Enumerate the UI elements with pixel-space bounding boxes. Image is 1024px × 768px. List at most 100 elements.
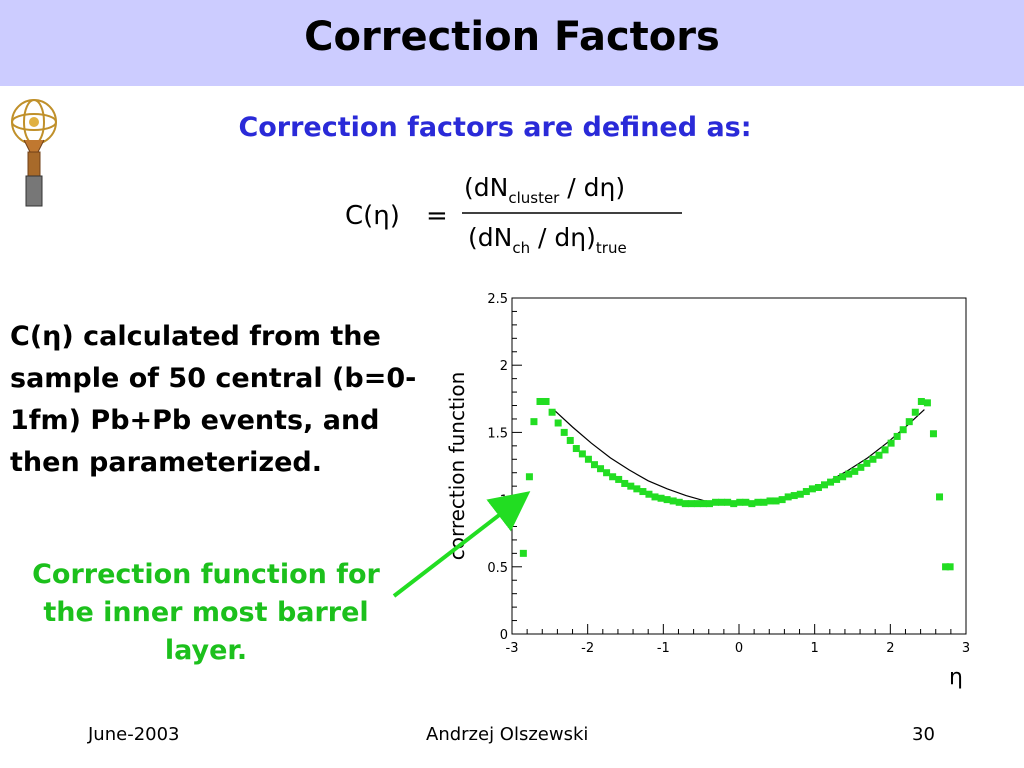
data-point <box>796 490 804 498</box>
data-point <box>929 430 937 438</box>
data-point <box>639 488 647 496</box>
data-point <box>705 500 713 508</box>
data-point <box>742 498 750 506</box>
data-point <box>923 399 931 407</box>
data-point <box>687 500 695 508</box>
data-point <box>699 500 707 508</box>
caption-text: Correction function for the inner most b… <box>32 559 380 666</box>
data-point <box>863 459 871 467</box>
data-point <box>730 500 738 508</box>
title-bar <box>0 0 1024 86</box>
plot-frame <box>511 297 967 635</box>
data-point <box>875 451 883 459</box>
data-point <box>833 475 841 483</box>
footer-page-number: 30 <box>912 724 935 745</box>
y-axis-label: correction function <box>445 372 469 561</box>
data-point <box>790 492 798 500</box>
x-tick-label: -3 <box>506 641 519 656</box>
data-point <box>712 498 720 506</box>
data-point <box>748 500 756 508</box>
data-point <box>615 475 623 483</box>
data-point <box>584 455 592 463</box>
data-point <box>609 473 617 481</box>
data-point <box>621 479 629 487</box>
data-point <box>548 408 556 416</box>
data-point <box>899 426 907 434</box>
footer-date: June-2003 <box>88 724 180 745</box>
data-point <box>936 493 944 501</box>
data-point <box>827 478 835 486</box>
data-point <box>542 397 550 405</box>
data-point <box>802 488 810 496</box>
x-tick-label: 0 <box>735 641 743 656</box>
y-tick-label: 2 <box>500 359 508 374</box>
data-point <box>887 439 895 447</box>
data-point <box>633 485 641 493</box>
data-point <box>718 498 726 506</box>
data-point <box>645 490 653 498</box>
x-axis-label: η <box>949 665 963 690</box>
data-point <box>578 450 586 458</box>
x-tick-label: -2 <box>581 641 594 656</box>
data-point <box>881 446 889 454</box>
y-tick-label: 1 <box>500 494 508 509</box>
x-tick-label: -1 <box>657 641 670 656</box>
data-point <box>657 494 665 502</box>
data-point <box>917 397 925 405</box>
data-point <box>754 498 762 506</box>
correction-formula: C(η) = (dNcluster / dη) (dNch / dη)true <box>345 173 682 257</box>
data-point <box>603 469 611 477</box>
data-point <box>536 397 544 405</box>
data-point <box>663 496 671 504</box>
y-tick-label: 2.5 <box>487 292 508 307</box>
data-point <box>597 465 605 473</box>
data-point <box>772 497 780 505</box>
data-point <box>724 498 732 506</box>
data-point <box>560 428 568 436</box>
data-point <box>893 432 901 440</box>
data-point <box>675 498 683 506</box>
data-point <box>519 549 527 557</box>
slide-title: Correction Factors <box>304 14 720 60</box>
x-tick-label: 1 <box>811 641 819 656</box>
data-point <box>554 419 562 427</box>
data-point <box>857 463 865 471</box>
data-point <box>942 563 950 571</box>
data-point <box>808 485 816 493</box>
data-point <box>851 467 859 475</box>
footer-author: Andrzej Olszewski <box>426 724 589 745</box>
data-point <box>821 481 829 489</box>
data-point <box>566 436 574 444</box>
data-points <box>519 397 954 571</box>
data-point <box>845 470 853 478</box>
data-point <box>905 418 913 426</box>
data-point <box>869 455 877 463</box>
data-point <box>911 408 919 416</box>
y-tick-label: 0.5 <box>487 561 508 576</box>
formula-equals: = <box>426 201 448 231</box>
data-point <box>778 496 786 504</box>
atlas-logo-icon <box>11 99 57 207</box>
formula-heading: Correction factors are defined as: <box>238 112 752 143</box>
correction-function-chart: 0 0.5 1 1.5 2 2.5 -3 -2 -1 0 1 2 3 correction funct… <box>445 292 970 690</box>
data-point <box>627 482 635 490</box>
data-point <box>669 497 677 505</box>
x-tick-label: 2 <box>886 641 894 656</box>
y-tick-label: 0 <box>500 628 508 643</box>
description-text: C(η) calculated from the sample of 50 ce… <box>10 321 417 478</box>
data-point <box>760 498 768 506</box>
data-point <box>839 473 847 481</box>
data-point <box>736 498 744 506</box>
formula-numerator: (dNcluster / dη) <box>464 173 625 207</box>
data-point <box>693 500 701 508</box>
formula-denominator: (dNch / dη)true <box>468 223 627 257</box>
x-axis-ticks: -3 -2 -1 0 1 2 3 <box>506 624 970 656</box>
data-point <box>590 461 598 469</box>
data-point <box>572 445 580 453</box>
data-point <box>814 484 822 492</box>
data-point <box>530 418 538 426</box>
formula-lhs: C(η) <box>345 201 400 231</box>
data-point <box>651 493 659 501</box>
x-tick-label: 3 <box>962 641 970 656</box>
data-point <box>525 473 533 481</box>
